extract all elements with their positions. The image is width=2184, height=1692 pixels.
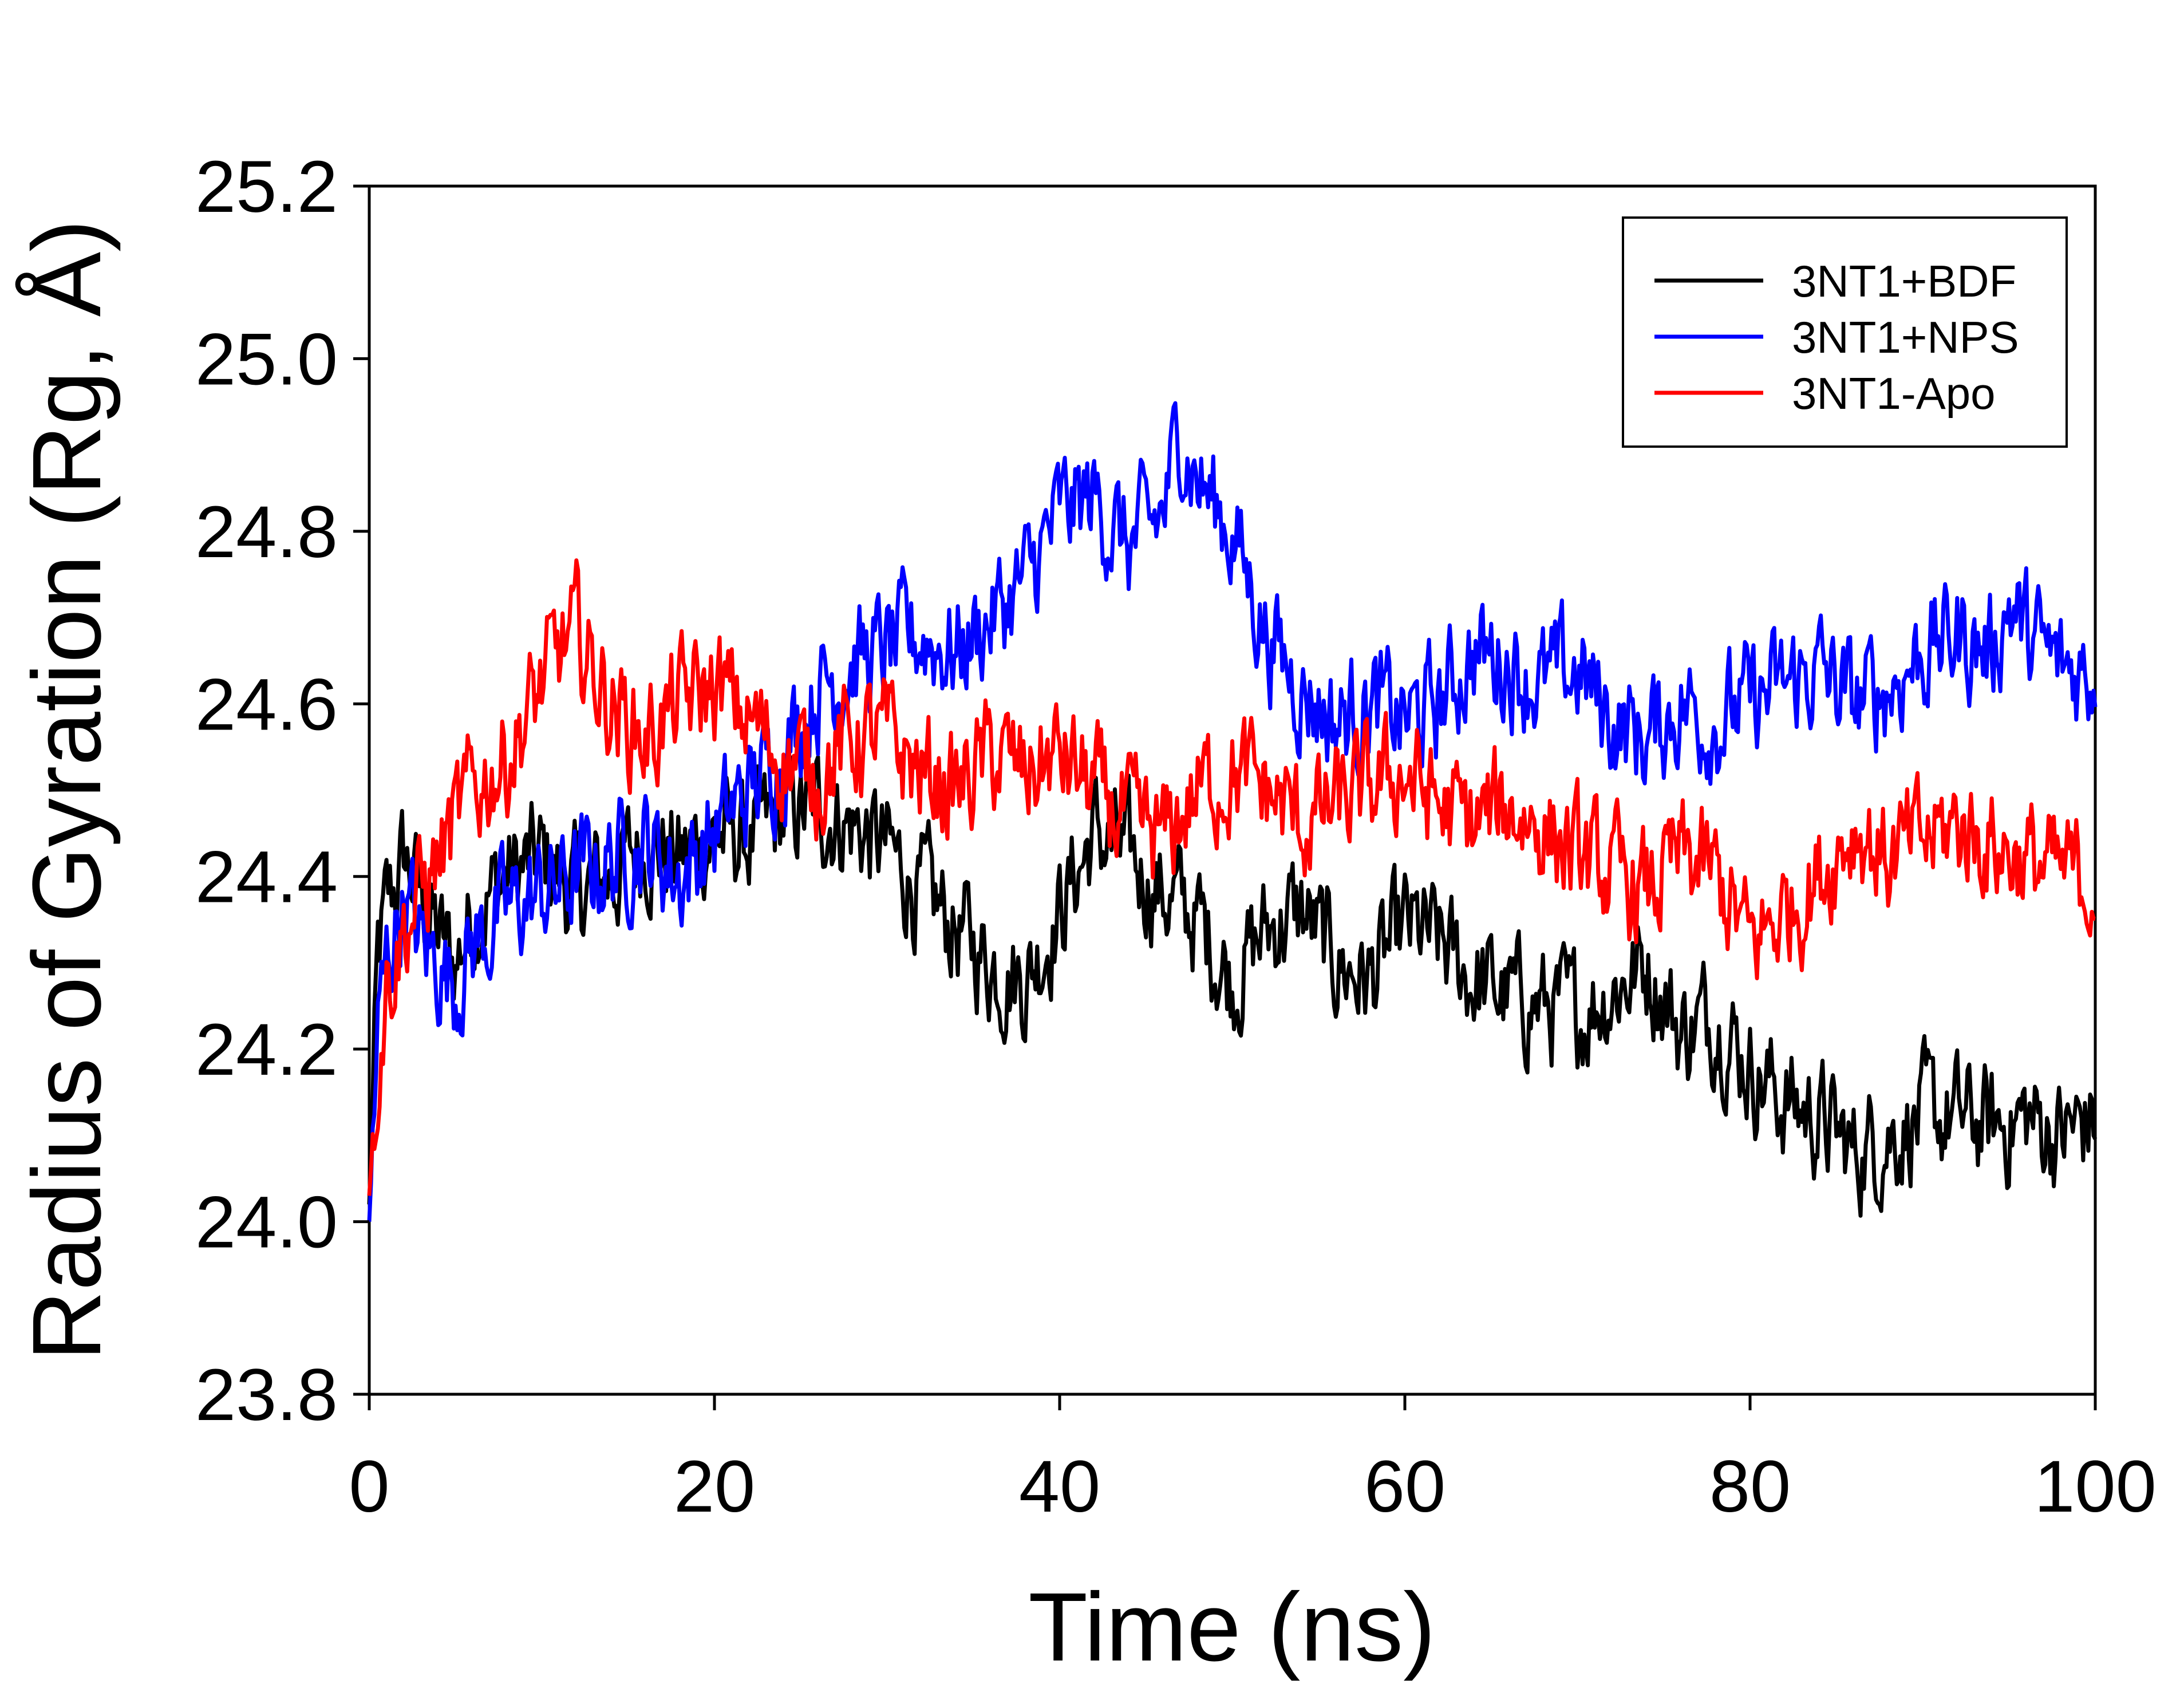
y-tick-label: 25.2 <box>195 146 338 228</box>
x-axis-ticks: 0 20 40 60 80 100 <box>349 1394 2157 1528</box>
x-tick-label: 20 <box>674 1446 755 1528</box>
legend: 3NT1+BDF 3NT1+NPS 3NT1-Apo <box>1622 216 2068 448</box>
x-tick-label: 60 <box>1364 1446 1446 1528</box>
legend-label: 3NT1+BDF <box>1792 256 2016 306</box>
series-layer <box>367 401 2098 1222</box>
x-axis-title: Time (ns) <box>1028 1573 1435 1682</box>
x-tick-label: 80 <box>1709 1446 1791 1528</box>
series-line-3nt1-nps <box>367 401 2098 1222</box>
legend-label: 3NT1+NPS <box>1792 312 2019 362</box>
y-tick-label: 24.6 <box>195 664 338 746</box>
legend-frame <box>1622 216 2068 448</box>
x-tick-label: 100 <box>2034 1446 2157 1528</box>
y-tick-label: 24.8 <box>195 491 338 573</box>
y-tick-label: 24.0 <box>195 1182 338 1264</box>
series-line-3nt1-apo <box>367 558 2096 1196</box>
series-line-3nt1-bdf <box>367 752 2098 1218</box>
y-tick-label: 23.8 <box>195 1354 338 1436</box>
y-axis-title: Radius of Gyration (Rg, Å) <box>13 219 121 1361</box>
x-tick-label: 0 <box>349 1446 389 1528</box>
y-axis-ticks: 23.8 24.0 24.2 24.4 24.6 24.8 25.0 25.2 <box>195 146 369 1436</box>
y-tick-label: 24.4 <box>195 837 338 918</box>
y-tick-label: 25.0 <box>195 318 338 400</box>
plot-area-frame <box>368 184 2097 1396</box>
legend-label: 3NT1-Apo <box>1792 368 1996 419</box>
y-tick-label: 24.2 <box>195 1009 338 1091</box>
x-tick-label: 40 <box>1019 1446 1100 1528</box>
